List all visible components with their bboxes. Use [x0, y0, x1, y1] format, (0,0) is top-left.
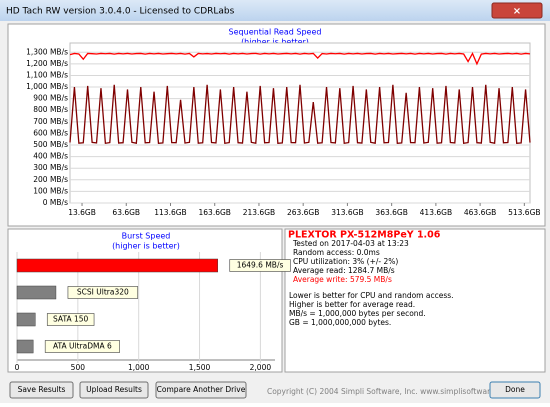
- x-tick-label: 500: [71, 363, 86, 372]
- note-line: GB = 1,000,000,000 bytes.: [289, 318, 391, 327]
- value-label: 1649.6 MB/s: [237, 261, 284, 270]
- x-tick-label: 1,000: [128, 363, 150, 372]
- x-tick-label: 13.6GB: [68, 208, 96, 217]
- series-line: [69, 51, 531, 66]
- y-tick-label: 400 MB/s: [33, 152, 68, 161]
- y-tick-label: 1,200 MB/s: [26, 59, 68, 68]
- y-tick-label: 600 MB/s: [33, 128, 68, 137]
- x-tick-label: 163.6GB: [199, 208, 231, 217]
- bar-label-box: [229, 259, 291, 272]
- chart-title: Burst Speed: [122, 232, 171, 241]
- y-tick-label: 200 MB/s: [33, 175, 68, 184]
- series-line: [69, 84, 531, 145]
- y-tick-label: 100 MB/s: [33, 186, 68, 195]
- y-tick-label: 1,100 MB/s: [26, 70, 68, 79]
- x-tick-label: 363.6GB: [375, 208, 407, 217]
- y-tick-label: 700 MB/s: [33, 117, 68, 126]
- chart-subtitle: (higher is better): [112, 242, 180, 251]
- y-tick-label: 900 MB/s: [33, 94, 68, 103]
- y-tick-label: 300 MB/s: [33, 163, 68, 172]
- window-title: HD Tach RW version 3.0.4.0 - Licensed to…: [6, 7, 235, 17]
- note-line: Higher is better for average read.: [289, 300, 415, 309]
- plot-area: [69, 42, 531, 204]
- note-line: Lower is better for CPU and random acces…: [289, 291, 454, 300]
- info-line: Average write: 579.5 MB/s: [293, 275, 392, 284]
- bar: [16, 339, 34, 354]
- y-tick-label: 500 MB/s: [33, 140, 68, 149]
- category-label: SCSI Ultra320: [77, 288, 129, 297]
- bar-label-box: [46, 313, 95, 326]
- button[interactable]: [489, 381, 541, 399]
- button-label[interactable]: Save Results: [18, 385, 66, 394]
- y-tick-label: 0 MB/s: [43, 198, 68, 207]
- button[interactable]: [79, 381, 149, 399]
- x-tick-label: 113.6GB: [154, 208, 186, 217]
- close-button[interactable]: [491, 2, 543, 19]
- bar: [16, 285, 57, 300]
- button[interactable]: [9, 381, 74, 399]
- x-tick-label: 313.6GB: [331, 208, 363, 217]
- close-icon: ×: [513, 6, 521, 17]
- info-line: Tested on 2017-04-03 at 13:23: [292, 239, 409, 248]
- chart-title: Sequential Read Speed: [229, 28, 322, 37]
- x-tick-label: 263.6GB: [287, 208, 319, 217]
- button-label[interactable]: Done: [505, 385, 525, 394]
- x-tick-label: 1,500: [189, 363, 211, 372]
- category-label: ATA UltraDMA 6: [53, 342, 112, 351]
- title-bar: [0, 0, 550, 21]
- y-tick-label: 1,300 MB/s: [26, 47, 68, 56]
- category-label: SATA 150: [53, 315, 89, 324]
- bar: [16, 312, 36, 327]
- x-tick-label: 2,000: [250, 363, 272, 372]
- info-line: Random access: 0.0ms: [293, 248, 380, 257]
- copyright: Copyright (C) 2004 Simpli Software, Inc.…: [267, 387, 513, 396]
- info-panel: [284, 228, 546, 373]
- x-tick-label: 413.6GB: [420, 208, 452, 217]
- button[interactable]: [155, 381, 247, 399]
- bar-label-box: [67, 286, 139, 299]
- x-tick-label: 0: [15, 363, 20, 372]
- x-tick-label: 63.6GB: [112, 208, 140, 217]
- y-tick-label: 1,000 MB/s: [26, 82, 68, 91]
- bar: [16, 258, 219, 273]
- x-tick-label: 513.6GB: [508, 208, 540, 217]
- chart-subtitle: (higher is better): [241, 38, 309, 47]
- button-label[interactable]: Compare Another Drive: [157, 385, 246, 394]
- x-tick-label: 213.6GB: [243, 208, 275, 217]
- bar-label-box: [44, 340, 120, 353]
- info-line: Average read: 1284.7 MB/s: [293, 266, 395, 275]
- button-label[interactable]: Upload Results: [86, 385, 142, 394]
- note-line: MB/s = 1,000,000 bytes per second.: [289, 309, 426, 318]
- info-line: CPU utilization: 3% (+/- 2%): [293, 257, 398, 266]
- x-tick-label: 463.6GB: [464, 208, 496, 217]
- drive-name: PLEXTOR PX-512M8PeY 1.06: [288, 230, 441, 241]
- y-tick-label: 800 MB/s: [33, 105, 68, 114]
